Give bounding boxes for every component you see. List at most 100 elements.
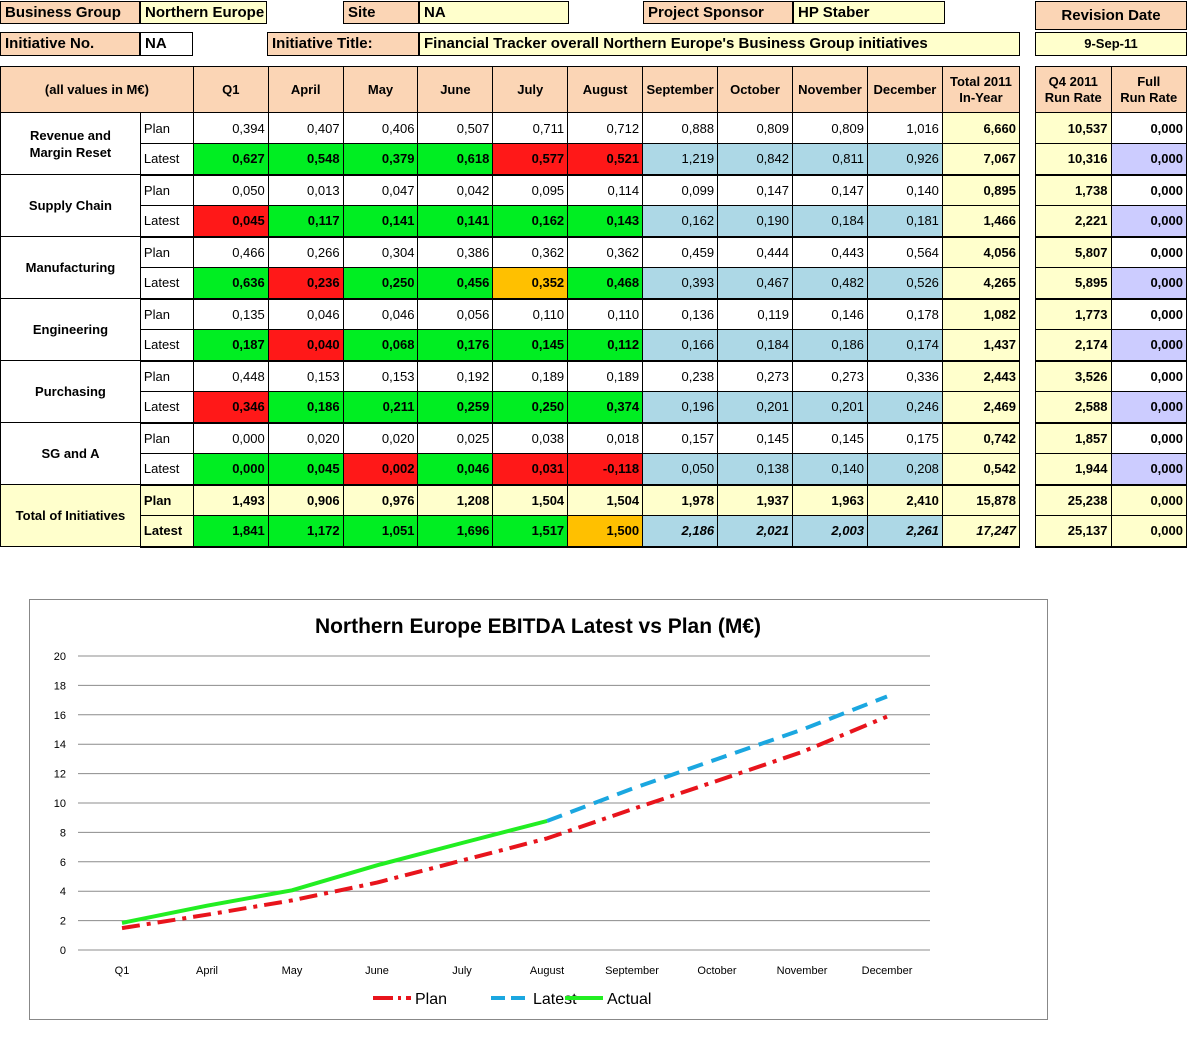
value-cell[interactable]: 1,937 [717,484,793,516]
full-run-rate-cell[interactable]: 0,000 [1110,267,1187,300]
value-cell[interactable]: 0,141 [417,205,494,238]
value-cell[interactable]: 1,517 [492,515,569,548]
value-cell[interactable]: 0,187 [192,329,269,362]
value-cell[interactable]: 0,246 [866,391,943,424]
value-cell[interactable]: 0,444 [717,236,793,268]
value-cell[interactable]: 0,448 [192,360,269,392]
value-cell[interactable]: 0,273 [791,360,868,392]
revision-date-value[interactable]: 9-Sep-11 [1035,32,1187,56]
full-run-rate-cell[interactable]: 0,000 [1110,143,1187,176]
value-cell[interactable]: 1,978 [642,484,719,516]
total-cell[interactable]: 2,443 [941,360,1021,392]
total-cell[interactable]: 17,247 [941,515,1021,548]
value-cell[interactable]: 0,809 [791,112,868,144]
value-cell[interactable]: 0,166 [642,329,719,362]
value-cell[interactable]: 0,045 [267,453,344,486]
value-cell[interactable]: 0,273 [717,360,793,392]
value-cell[interactable]: 1,016 [866,112,943,144]
value-cell[interactable]: 0,178 [866,298,943,330]
site-value[interactable]: NA [419,1,569,24]
full-run-rate-cell[interactable]: 0,000 [1110,174,1187,206]
value-cell[interactable]: 1,051 [342,515,419,548]
initiative-title-value[interactable]: Financial Tracker overall Northern Europ… [419,32,1020,56]
q4-run-rate-cell[interactable]: 10,537 [1035,112,1112,144]
value-cell[interactable]: 0,031 [492,453,569,486]
value-cell[interactable]: 0,526 [866,267,943,300]
value-cell[interactable]: 0,136 [642,298,719,330]
q4-run-rate-cell[interactable]: 3,526 [1035,360,1112,392]
value-cell[interactable]: 0,564 [866,236,943,268]
value-cell[interactable]: 0,114 [567,174,644,206]
value-cell[interactable]: 0,809 [717,112,793,144]
value-cell[interactable]: 0,000 [192,422,269,454]
value-cell[interactable]: 0,250 [492,391,569,424]
value-cell[interactable]: 0,466 [192,236,269,268]
value-cell[interactable]: 0,250 [342,267,419,300]
value-cell[interactable]: 0,002 [342,453,419,486]
value-cell[interactable]: 0,259 [417,391,494,424]
value-cell[interactable]: 1,219 [642,143,719,176]
full-run-rate-cell[interactable]: 0,000 [1110,298,1187,330]
value-cell[interactable]: 0,110 [492,298,569,330]
value-cell[interactable]: 0,304 [342,236,419,268]
full-run-rate-cell[interactable]: 0,000 [1110,422,1187,454]
value-cell[interactable]: 0,521 [567,143,644,176]
value-cell[interactable]: 0,482 [791,267,868,300]
value-cell[interactable]: 0,467 [717,267,793,300]
value-cell[interactable]: 0,046 [267,298,344,330]
value-cell[interactable]: 0,379 [342,143,419,176]
value-cell[interactable]: 0,000 [192,453,269,486]
total-cell[interactable]: 2,469 [941,391,1021,424]
q4-run-rate-cell[interactable]: 1,857 [1035,422,1112,454]
value-cell[interactable]: 0,636 [192,267,269,300]
value-cell[interactable]: 0,047 [342,174,419,206]
value-cell[interactable]: 0,147 [717,174,793,206]
full-run-rate-cell[interactable]: 0,000 [1110,112,1187,144]
value-cell[interactable]: 1,208 [417,484,494,516]
value-cell[interactable]: 0,140 [866,174,943,206]
value-cell[interactable]: 0,394 [192,112,269,144]
total-cell[interactable]: 0,742 [941,422,1021,454]
value-cell[interactable]: 0,050 [642,453,719,486]
value-cell[interactable]: 0,336 [866,360,943,392]
business-group-value[interactable]: Northern Europe [140,1,267,24]
value-cell[interactable]: 0,711 [492,112,569,144]
value-cell[interactable]: 0,174 [866,329,943,362]
value-cell[interactable]: 0,627 [192,143,269,176]
value-cell[interactable]: 0,507 [417,112,494,144]
full-run-rate-cell[interactable]: 0,000 [1110,360,1187,392]
value-cell[interactable]: 0,046 [417,453,494,486]
full-run-rate-cell[interactable]: 0,000 [1110,515,1187,548]
value-cell[interactable]: 1,500 [567,515,644,548]
value-cell[interactable]: 0,238 [642,360,719,392]
value-cell[interactable]: 0,110 [567,298,644,330]
value-cell[interactable]: 0,618 [417,143,494,176]
value-cell[interactable]: 0,201 [791,391,868,424]
q4-run-rate-cell[interactable]: 1,773 [1035,298,1112,330]
value-cell[interactable]: 0,456 [417,267,494,300]
value-cell[interactable]: 0,141 [342,205,419,238]
total-cell[interactable]: 0,895 [941,174,1021,206]
value-cell[interactable]: 0,020 [267,422,344,454]
value-cell[interactable]: 0,346 [192,391,269,424]
value-cell[interactable]: 2,410 [866,484,943,516]
value-cell[interactable]: 0,119 [717,298,793,330]
value-cell[interactable]: 0,018 [567,422,644,454]
total-cell[interactable]: 15,878 [941,484,1021,516]
value-cell[interactable]: 0,196 [642,391,719,424]
value-cell[interactable]: 0,147 [791,174,868,206]
value-cell[interactable]: 2,186 [642,515,719,548]
total-cell[interactable]: 1,466 [941,205,1021,238]
value-cell[interactable]: 0,153 [342,360,419,392]
q4-run-rate-cell[interactable]: 2,588 [1035,391,1112,424]
value-cell[interactable]: 0,393 [642,267,719,300]
value-cell[interactable]: 0,201 [717,391,793,424]
value-cell[interactable]: 0,181 [866,205,943,238]
value-cell[interactable]: 0,046 [342,298,419,330]
full-run-rate-cell[interactable]: 0,000 [1110,453,1187,486]
value-cell[interactable]: 2,021 [717,515,793,548]
value-cell[interactable]: 0,577 [492,143,569,176]
value-cell[interactable]: 0,050 [192,174,269,206]
full-run-rate-cell[interactable]: 0,000 [1110,391,1187,424]
value-cell[interactable]: 0,406 [342,112,419,144]
